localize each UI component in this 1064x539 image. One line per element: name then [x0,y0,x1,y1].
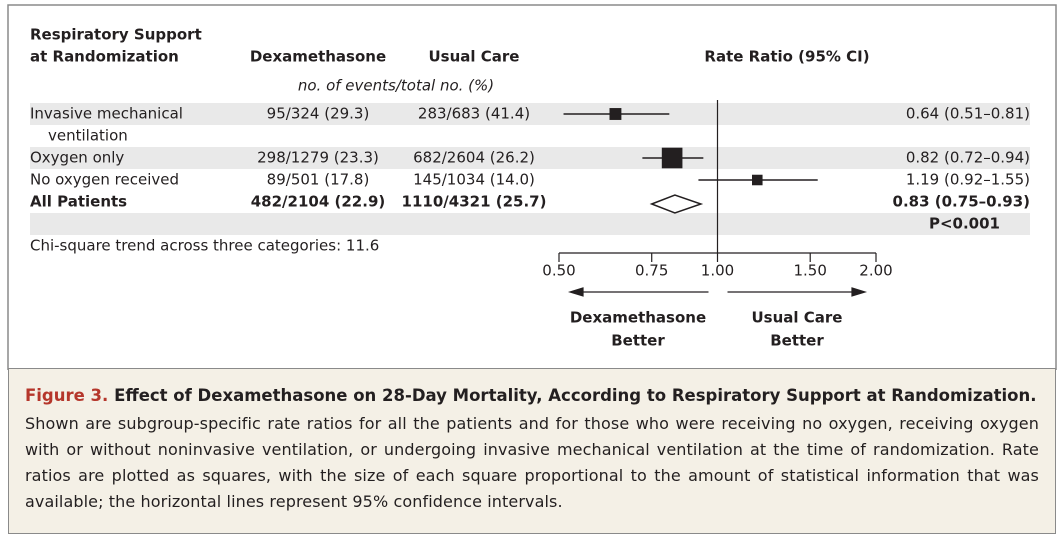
x-tick-label: 0.50 [542,262,575,280]
dex-header: Dexamethasone [250,48,386,66]
row-label: ventilation [48,127,128,145]
point-estimate [661,147,683,169]
footnote: Chi-square trend across three categories… [30,237,379,255]
ratio-header: Rate Ratio (95% CI) [704,48,869,66]
row-label: All Patients [30,193,127,211]
direction-label: Better [611,332,665,350]
row-label: Oxygen only [30,149,124,167]
group-header: Respiratory Support [30,26,202,44]
usual-cell: 145/1034 (14.0) [413,171,535,189]
caption-title: Effect of Dexamethasone on 28-Day Mortal… [114,386,1037,405]
caption-body: Shown are subgroup-specific rate ratios … [25,414,1039,511]
row-band [30,213,1030,235]
row-band [30,147,1030,169]
caption: Figure 3. Effect of Dexamethasone on 28-… [8,368,1056,534]
dex-cell: 89/501 (17.8) [267,171,370,189]
x-tick-label: 1.00 [701,262,734,280]
arrow-right [727,287,868,297]
x-tick-label: 2.00 [859,262,892,280]
ratio-label: 0.83 (0.75–0.93) [893,193,1030,211]
point-estimate [752,174,763,186]
ratio-label: 0.64 (0.51–0.81) [906,105,1030,123]
row-label: No oxygen received [30,171,179,189]
chart: Respiratory Support at Randomization Dex… [7,4,1057,370]
direction-label: Dexamethasone [570,309,706,327]
caption-heading: Figure 3. Effect of Dexamethasone on 28-… [25,383,1039,409]
row-label: Invasive mechanical [30,105,183,123]
x-tick-label: 0.75 [635,262,668,280]
arrow-left [567,287,709,297]
x-tick-label: 1.50 [794,262,827,280]
row-bands [30,103,1030,235]
dex-cell: 298/1279 (23.3) [257,149,379,167]
usual-header: Usual Care [429,48,520,66]
row-band [30,103,1030,125]
usual-cell: 682/2604 (26.2) [413,149,535,167]
figure-frame [7,4,1057,370]
direction-label: Better [770,332,824,350]
group-header: at Randomization [30,48,179,66]
summary-diamond [649,194,704,214]
ratio-label: 1.19 (0.92–1.55) [906,171,1030,189]
ratio-label: 0.82 (0.72–0.94) [906,149,1030,167]
usual-cell: 283/683 (41.4) [418,105,530,123]
p-value: P<0.001 [929,215,1000,233]
dex-cell: 482/2104 (22.9) [251,193,385,211]
subheader: no. of events/total no. (%) [298,77,494,95]
dex-cell: 95/324 (29.3) [267,105,370,123]
direction-label: Usual Care [752,309,843,327]
point-estimate [609,108,622,120]
caption-label: Figure 3. [25,386,109,405]
usual-cell: 1110/4321 (25.7) [402,193,547,211]
